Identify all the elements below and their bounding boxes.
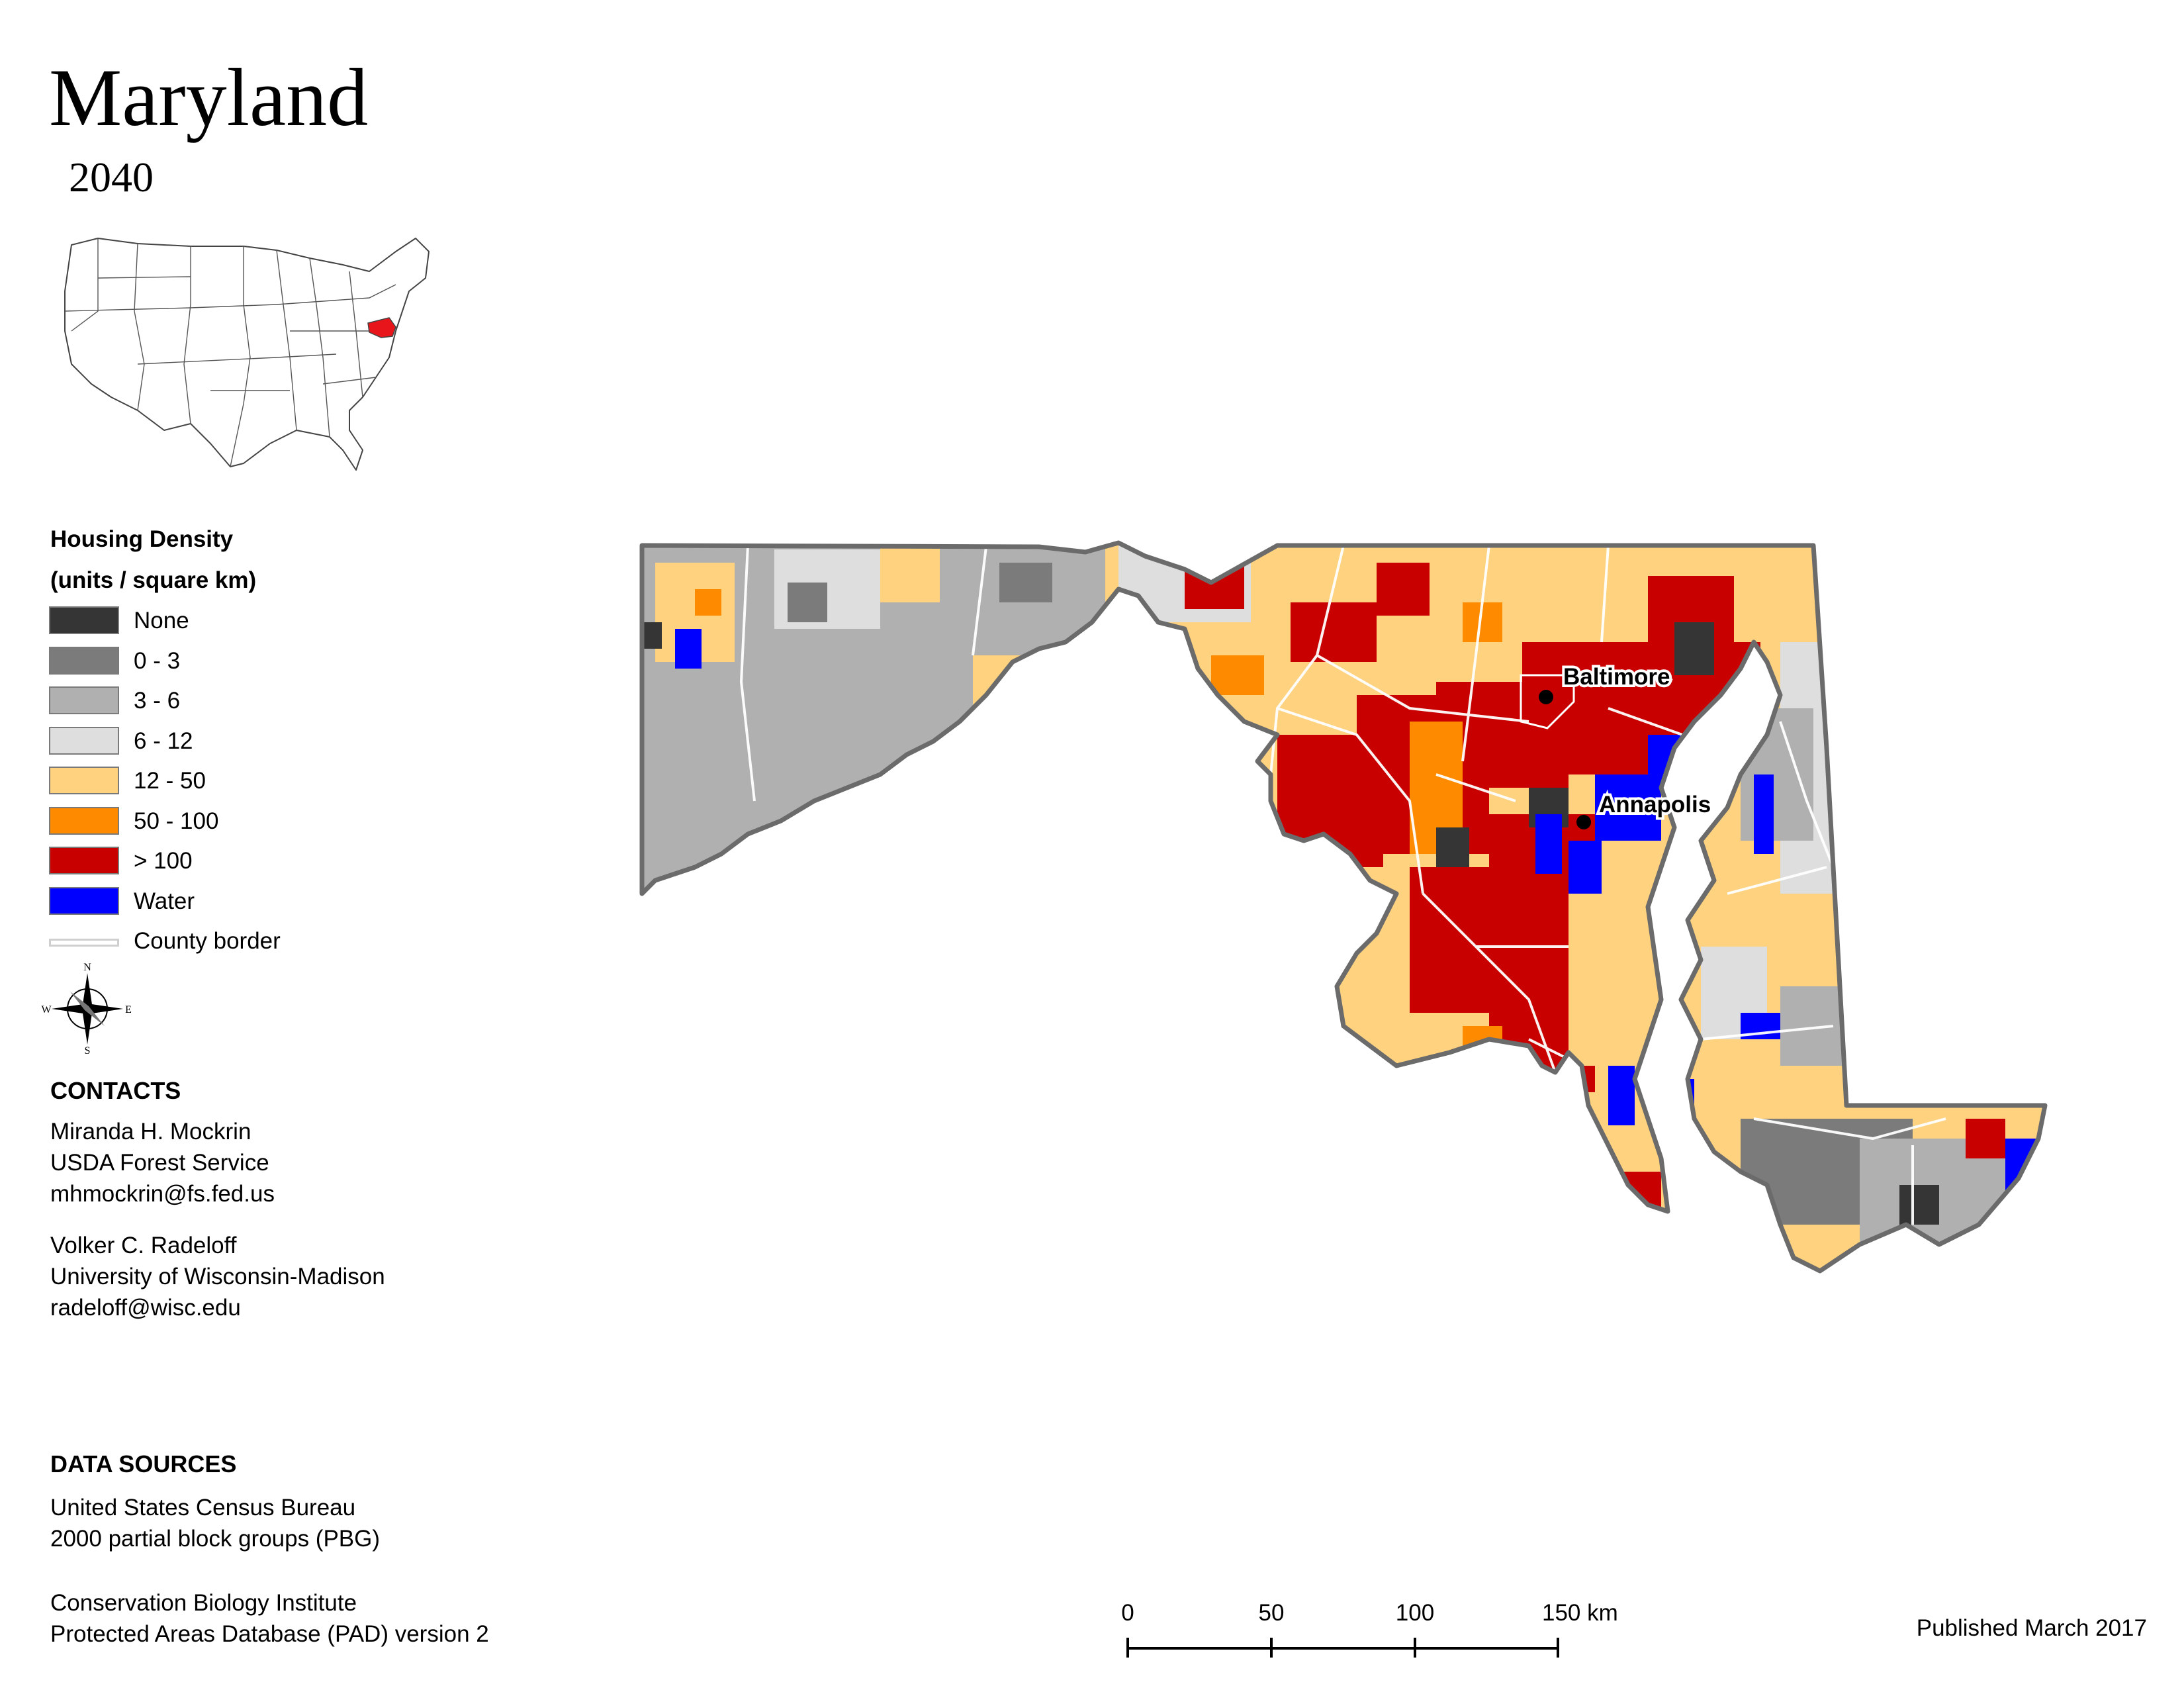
scale-tick-100: 100: [1396, 1600, 1434, 1626]
legend-label: > 100: [134, 848, 193, 874]
source-line: Protected Areas Database (PAD) version 2: [50, 1621, 489, 1647]
legend-label: 12 - 50: [134, 768, 206, 794]
contact-email: mhmockrin@fs.fed.us: [50, 1181, 275, 1207]
legend-label: None: [134, 608, 189, 633]
legend-line-swatch: [49, 939, 119, 947]
city-label-annapolis: Annapolis: [1599, 792, 1711, 818]
contact-radeloff: Volker C. Radeloff University of Wiscons…: [50, 1230, 385, 1323]
contact-org: USDA Forest Service: [50, 1150, 269, 1176]
contact-name: Volker C. Radeloff: [50, 1233, 237, 1258]
legend-title-line2: (units / square km): [50, 567, 257, 593]
compass-w: W: [41, 1004, 52, 1015]
data-source-census: United States Census Bureau 2000 partial…: [50, 1492, 380, 1554]
legend-label: County border: [134, 928, 281, 954]
scale-tick-50: 50: [1259, 1600, 1285, 1626]
legend-swatch: [49, 686, 119, 714]
source-line: 2000 partial block groups (PBG): [50, 1526, 381, 1552]
published-date: Published March 2017: [1916, 1615, 2147, 1641]
scale-bar: 0 50 100 150 km: [1121, 1600, 1618, 1658]
scale-tick-150: 150 km: [1542, 1600, 1618, 1626]
compass-e: E: [125, 1004, 132, 1015]
compass-rose-icon: N S E W: [41, 962, 132, 1055]
legend-label: 50 - 100: [134, 808, 219, 834]
legend-label: Water: [134, 888, 195, 914]
compass-s: S: [85, 1045, 91, 1055]
maryland-housing-density-map: Baltimore Annapolis: [615, 523, 2065, 1278]
source-line: United States Census Bureau: [50, 1495, 356, 1521]
contact-mockrin: Miranda H. Mockrin USDA Forest Service m…: [50, 1116, 275, 1209]
data-source-cbi: Conservation Biology Institute Protected…: [50, 1587, 489, 1650]
legend-swatch: [49, 806, 119, 835]
usa-locator-map-icon: [64, 238, 430, 471]
contact-email: radeloff@wisc.edu: [50, 1295, 241, 1321]
city-label-baltimore: Baltimore: [1563, 664, 1670, 690]
legend-swatch: [49, 606, 119, 634]
contact-org: University of Wisconsin-Madison: [50, 1264, 385, 1289]
compass-n: N: [83, 962, 91, 973]
contacts-heading: CONTACTS: [50, 1077, 181, 1104]
legend-swatch: [49, 847, 119, 874]
legend-title: Housing Density (units / square km): [50, 519, 256, 601]
legend-swatch: [49, 726, 119, 755]
legend-swatch: [49, 646, 119, 675]
legend-label: 3 - 6: [134, 688, 181, 714]
city-marker-baltimore: [1539, 690, 1553, 704]
map-title: Maryland: [49, 52, 369, 143]
contact-name: Miranda H. Mockrin: [50, 1119, 251, 1145]
data-sources-heading: DATA SOURCES: [50, 1450, 237, 1477]
legend-title-line1: Housing Density: [50, 526, 234, 552]
city-marker-annapolis: [1576, 815, 1591, 829]
map-year: 2040: [69, 154, 154, 201]
legend-swatch: [49, 886, 119, 915]
source-line: Conservation Biology Institute: [50, 1590, 357, 1616]
legend-label: 0 - 3: [134, 647, 181, 674]
legend-swatch: [49, 767, 119, 794]
legend-label: 6 - 12: [134, 727, 193, 754]
scale-tick-0: 0: [1121, 1600, 1134, 1626]
